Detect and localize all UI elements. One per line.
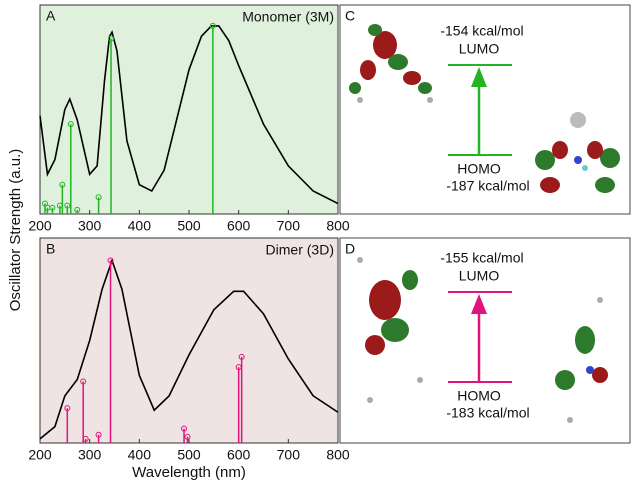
stem-marker: [67, 121, 74, 128]
x-tick-label: 300: [78, 218, 102, 234]
energy-label: -187 kcal/mol: [446, 178, 529, 194]
stem-marker: [95, 431, 102, 438]
x-tick-label: 600: [227, 218, 251, 234]
x-tick-label: 200: [28, 218, 52, 234]
x-tick-label: 800: [326, 218, 350, 234]
level-label: HOMO: [457, 388, 501, 404]
energy-label: -154 kcal/mol: [440, 23, 523, 39]
stem-marker: [59, 181, 66, 188]
stem-marker: [64, 405, 71, 412]
level-label: HOMO: [457, 161, 501, 177]
plot-background: [39, 237, 339, 444]
plot-background: [39, 4, 339, 215]
panel-title: Monomer (3M): [242, 9, 334, 25]
x-tick-label: 800: [326, 447, 350, 463]
x-axis-label: Wavelength (nm): [132, 464, 246, 481]
energy-label: -155 kcal/mol: [440, 250, 523, 266]
stem-marker: [82, 435, 89, 442]
stem-marker: [238, 353, 245, 360]
molecule: [349, 24, 433, 103]
stem-marker: [209, 22, 216, 29]
stem-marker: [49, 204, 56, 211]
x-tick-label: 600: [227, 447, 251, 463]
x-tick-label: 200: [28, 447, 52, 463]
stem-marker: [95, 194, 102, 201]
x-tick-label: 400: [128, 447, 152, 463]
stem-marker: [184, 433, 191, 440]
absorption-curve: [39, 258, 339, 440]
arrow-head: [471, 294, 487, 314]
stem-marker: [107, 257, 114, 264]
x-tick-label: 700: [277, 218, 301, 234]
panel-label: C: [345, 8, 355, 24]
molecule: [535, 112, 620, 193]
level-label: LUMO: [459, 268, 500, 284]
panel-title: Dimer (3D): [266, 242, 334, 258]
panel-label: A: [46, 8, 56, 24]
panel-label: B: [46, 241, 55, 257]
x-tick-label: 500: [177, 218, 201, 234]
x-tick-label: 400: [128, 218, 152, 234]
x-tick-label: 500: [177, 447, 201, 463]
x-tick-label: 700: [277, 447, 301, 463]
molecule: [555, 297, 608, 423]
level-label: LUMO: [459, 41, 500, 57]
arrow-head: [471, 67, 487, 87]
stem-marker: [64, 202, 71, 209]
stem-marker: [74, 206, 81, 213]
stem-marker: [108, 35, 115, 42]
x-tick-label: 300: [78, 447, 102, 463]
absorption-curve: [39, 25, 339, 205]
energy-label: -183 kcal/mol: [446, 405, 529, 421]
stem-marker: [181, 425, 188, 432]
panel-label: D: [345, 241, 355, 257]
y-axis-label: Oscillator Strength (a.u.): [7, 149, 24, 312]
molecule: [357, 257, 423, 403]
stem-marker: [80, 378, 87, 385]
